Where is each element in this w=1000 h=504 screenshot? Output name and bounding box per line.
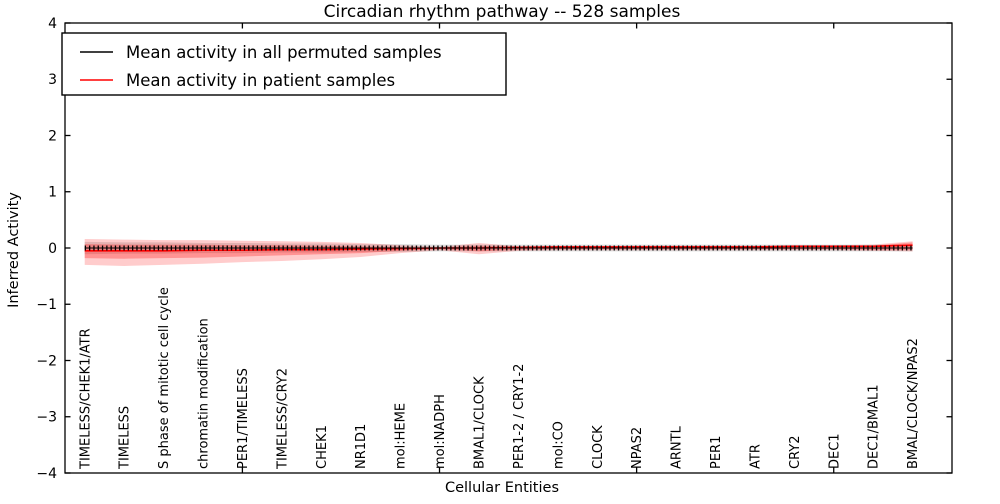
category-label: BMAL/CLOCK/NPAS2 [906,338,921,469]
category-label: chromatin modification [197,318,212,469]
category-label: CLOCK [591,425,606,469]
category-label: PER1 [709,436,724,469]
category-label: CHEK1 [315,425,330,469]
category-label: BMAL1/CLOCK [472,376,487,469]
y-axis-label: Inferred Activity [6,192,22,308]
mean-lines-layer [84,244,913,252]
category-label: mol:CO [551,421,566,469]
ytick-label: −3 [36,410,57,426]
ytick-label: 2 [48,128,57,144]
category-label: PER1/TIMELESS [236,368,251,469]
category-label: mol:NADPH [433,394,448,469]
ytick-label: 0 [48,241,57,257]
category-label: TIMELESS/CRY2 [275,368,290,470]
category-label: NPAS2 [630,427,645,469]
category-label: DEC1 [827,433,842,469]
category-label: NR1D1 [354,424,369,469]
legend-box [61,32,507,96]
x-axis-label: Cellular Entities [445,480,559,496]
category-label: ATR [748,444,763,469]
category-label: TIMELESS [118,406,133,470]
xcategory-labels-layer: TIMELESS/CHEK1/ATR TIMELESS S phase of mit… [78,287,921,470]
legend: Mean activity in all permuted samples Me… [61,32,507,96]
ytick-label: 4 [48,16,57,32]
ytick-label: −2 [36,353,57,369]
category-label: mol:HEME [394,403,409,469]
category-label: PER1-2 / CRY1-2 [512,364,527,469]
ytick-label: 1 [48,185,57,201]
ytick-label: −4 [36,466,57,482]
legend-label-patient: Mean activity in patient samples [126,71,395,90]
category-label: DEC1/BMAL1 [867,385,882,470]
legend-label-permuted: Mean activity in all permuted samples [126,43,442,62]
category-label: TIMELESS/CHEK1/ATR [78,328,93,470]
ytick-label: −1 [36,297,57,313]
category-label: S phase of mitotic cell cycle [157,287,172,469]
chart-title: Circadian rhythm pathway -- 528 samples [324,2,681,22]
ytick-labels-layer: 4 3 2 1 0 −1 −2 −3 −4 [36,16,57,482]
category-label: ARNTL [670,425,685,469]
category-label: CRY2 [788,436,803,470]
ytick-label: 3 [48,72,57,88]
